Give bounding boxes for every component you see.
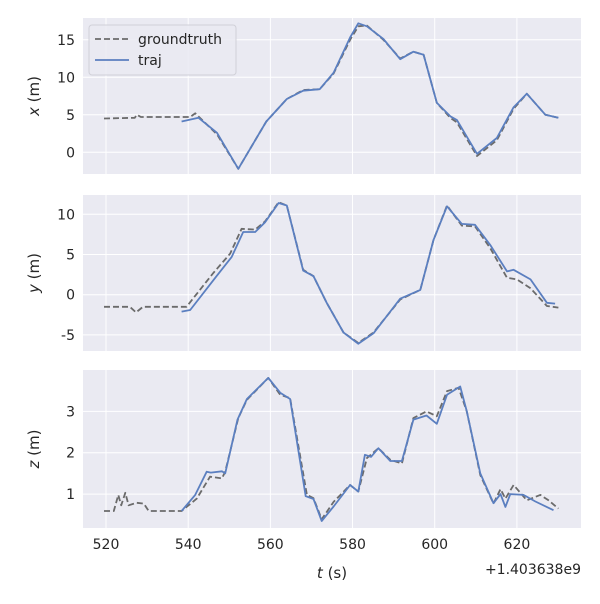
y-tick-label: 15	[57, 33, 75, 49]
series-traj	[181, 202, 556, 345]
x-tick-label: 580	[339, 537, 366, 553]
y-tick-label: 10	[57, 70, 75, 86]
y-tick-label: 5	[66, 108, 75, 124]
y-tick-label: 10	[57, 207, 75, 223]
legend-groundtruth-label: groundtruth	[138, 32, 222, 48]
x-tick-label: 600	[421, 537, 448, 553]
y-tick-label: 0	[66, 288, 75, 304]
legend: groundtruth traj	[88, 24, 237, 76]
series-groundtruth	[103, 24, 559, 170]
y-axis-label: y (m)	[25, 253, 43, 294]
plot-area	[83, 195, 581, 351]
y-tick-label: 3	[66, 404, 75, 420]
x-tick-label: 520	[93, 537, 120, 553]
y-tick-label: 0	[66, 145, 75, 161]
legend-traj-label: traj	[138, 53, 162, 69]
x-tick-label: 620	[504, 537, 531, 553]
y-tick-label: -5	[61, 328, 75, 344]
y-axis-label: x (m)	[25, 76, 43, 117]
y-axis-label: z (m)	[25, 430, 43, 470]
x-offset-label: +1.403638e9	[485, 562, 581, 578]
x-tick-label: 560	[257, 537, 284, 553]
subplot-z: 1 2 3 z (m) 520 540 560 580 600 620 t (s) +1.403638…	[25, 370, 581, 582]
y-tick-label: 2	[66, 446, 75, 462]
plot-area	[83, 370, 581, 528]
x-tick-label: 540	[175, 537, 202, 553]
series-traj	[180, 377, 554, 522]
y-tick-label: 1	[66, 487, 75, 503]
subplot-y: -5 0 5 10 y (m)	[25, 195, 581, 351]
y-tick-label: 5	[66, 248, 75, 264]
x-axis-label: t (s)	[317, 564, 347, 582]
series-traj	[181, 22, 559, 170]
legend-box	[88, 24, 237, 76]
series-groundtruth	[104, 201, 559, 344]
